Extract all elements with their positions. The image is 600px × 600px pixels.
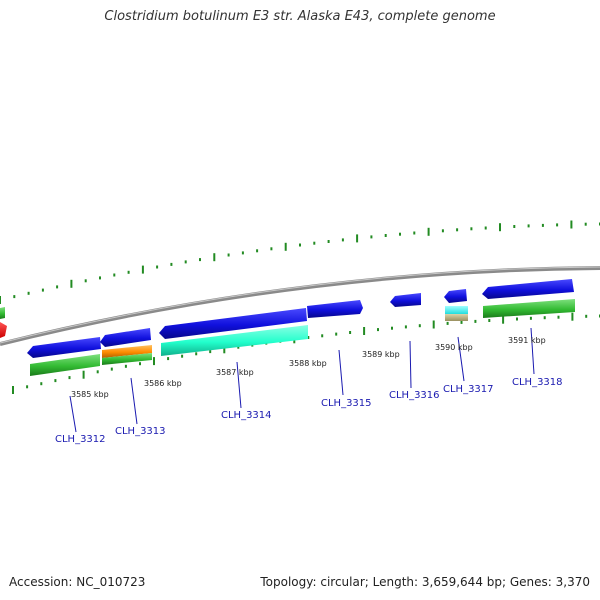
outer-tick-track (0, 220, 600, 304)
kbp-label-3586: 3586 kbp (144, 379, 182, 388)
gene-CLH_3317-arrow (444, 289, 467, 303)
gene-label-CLH_3312[interactable]: CLH_3312 (55, 434, 106, 445)
kbp-label-3585: 3585 kbp (71, 390, 109, 399)
genome-backbone (0, 266, 600, 346)
gene-CLH_3316-arrow (390, 293, 421, 307)
genome-backbone-highlight (0, 266, 600, 344)
inner-tick-track (12, 312, 600, 394)
gene-CLH_3313-arrow (100, 328, 151, 347)
accession-text: Accession: NC_010723 (9, 575, 146, 589)
gene-label-CLH_3316[interactable]: CLH_3316 (389, 390, 440, 401)
gene-label-CLH_3317[interactable]: CLH_3317 (443, 384, 494, 395)
feature-tan-small (445, 314, 468, 321)
gene-CLH_3314-arrow (159, 308, 307, 339)
gene-label-CLH_3313[interactable]: CLH_3313 (115, 426, 166, 437)
kbp-label-3587: 3587 kbp (216, 368, 254, 377)
feature-red-marker (0, 322, 7, 338)
kbp-label-3589: 3589 kbp (362, 350, 400, 359)
gene-label-CLH_3318[interactable]: CLH_3318 (512, 377, 563, 388)
feature-cyan-long (161, 325, 308, 356)
feature-cyan-small (445, 306, 468, 314)
kbp-label-3591: 3591 kbp (508, 336, 546, 345)
genome-summary-text: Topology: circular; Length: 3,659,644 bp… (260, 575, 590, 589)
kbp-label-3588: 3588 kbp (289, 359, 327, 368)
genome-title: Clostridium botulinum E3 str. Alaska E43… (104, 9, 496, 24)
feature-green-left-edge (0, 307, 5, 319)
feature-green-lower (30, 354, 100, 376)
feature-orange (102, 345, 152, 358)
gene-CLH_3315-arrow (307, 300, 363, 318)
feature-green-small (102, 353, 152, 365)
gene-label-CLH_3314[interactable]: CLH_3314 (221, 410, 272, 421)
gene-leader-lines (69, 327, 535, 433)
gene-CLH_3312-arrow (27, 337, 101, 358)
gene-label-CLH_3315[interactable]: CLH_3315 (321, 398, 372, 409)
kbp-label-3590: 3590 kbp (435, 343, 473, 352)
gene-CLH_3318-arrow (482, 279, 574, 299)
feature-green-right (483, 299, 575, 318)
